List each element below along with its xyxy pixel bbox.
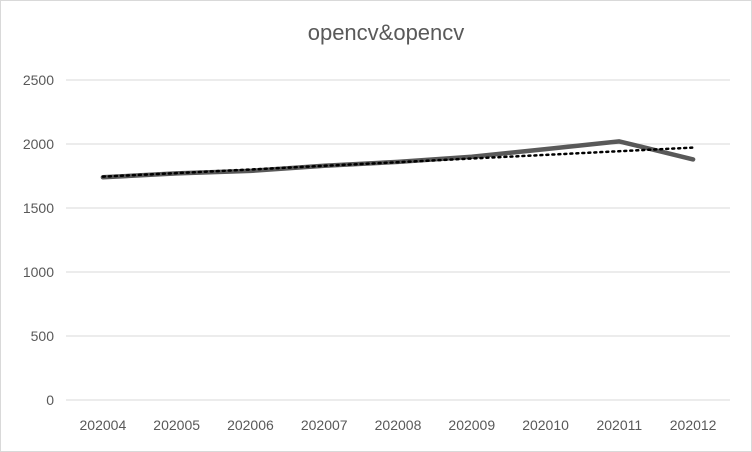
x-tick-label: 202005 — [153, 417, 200, 433]
trendline — [101, 146, 695, 178]
x-tick-label: 202010 — [522, 417, 569, 433]
y-axis-ticks: 0 500 1000 1500 2000 2500 — [23, 72, 54, 408]
y-tick-label: 0 — [46, 392, 54, 408]
y-tick-label: 1000 — [23, 264, 54, 280]
x-tick-label: 202004 — [80, 417, 127, 433]
series-line — [100, 139, 696, 180]
y-tick-label: 2500 — [23, 72, 54, 88]
x-tick-label: 202008 — [375, 417, 422, 433]
x-tick-label: 202011 — [596, 417, 642, 433]
x-tick-label: 202012 — [670, 417, 717, 433]
chart-title: opencv&opencv — [308, 20, 465, 45]
x-axis-ticks: 202004 202005 202006 202007 202008 202009 2020… — [80, 417, 717, 433]
x-tick-label: 202009 — [448, 417, 495, 433]
gridlines — [66, 79, 730, 401]
y-tick-label: 500 — [31, 328, 55, 344]
x-tick-label: 202007 — [301, 417, 348, 433]
series-layer — [100, 139, 696, 180]
y-tick-label: 2000 — [23, 136, 54, 152]
x-tick-label: 202006 — [227, 417, 274, 433]
y-tick-label: 1500 — [23, 200, 54, 216]
